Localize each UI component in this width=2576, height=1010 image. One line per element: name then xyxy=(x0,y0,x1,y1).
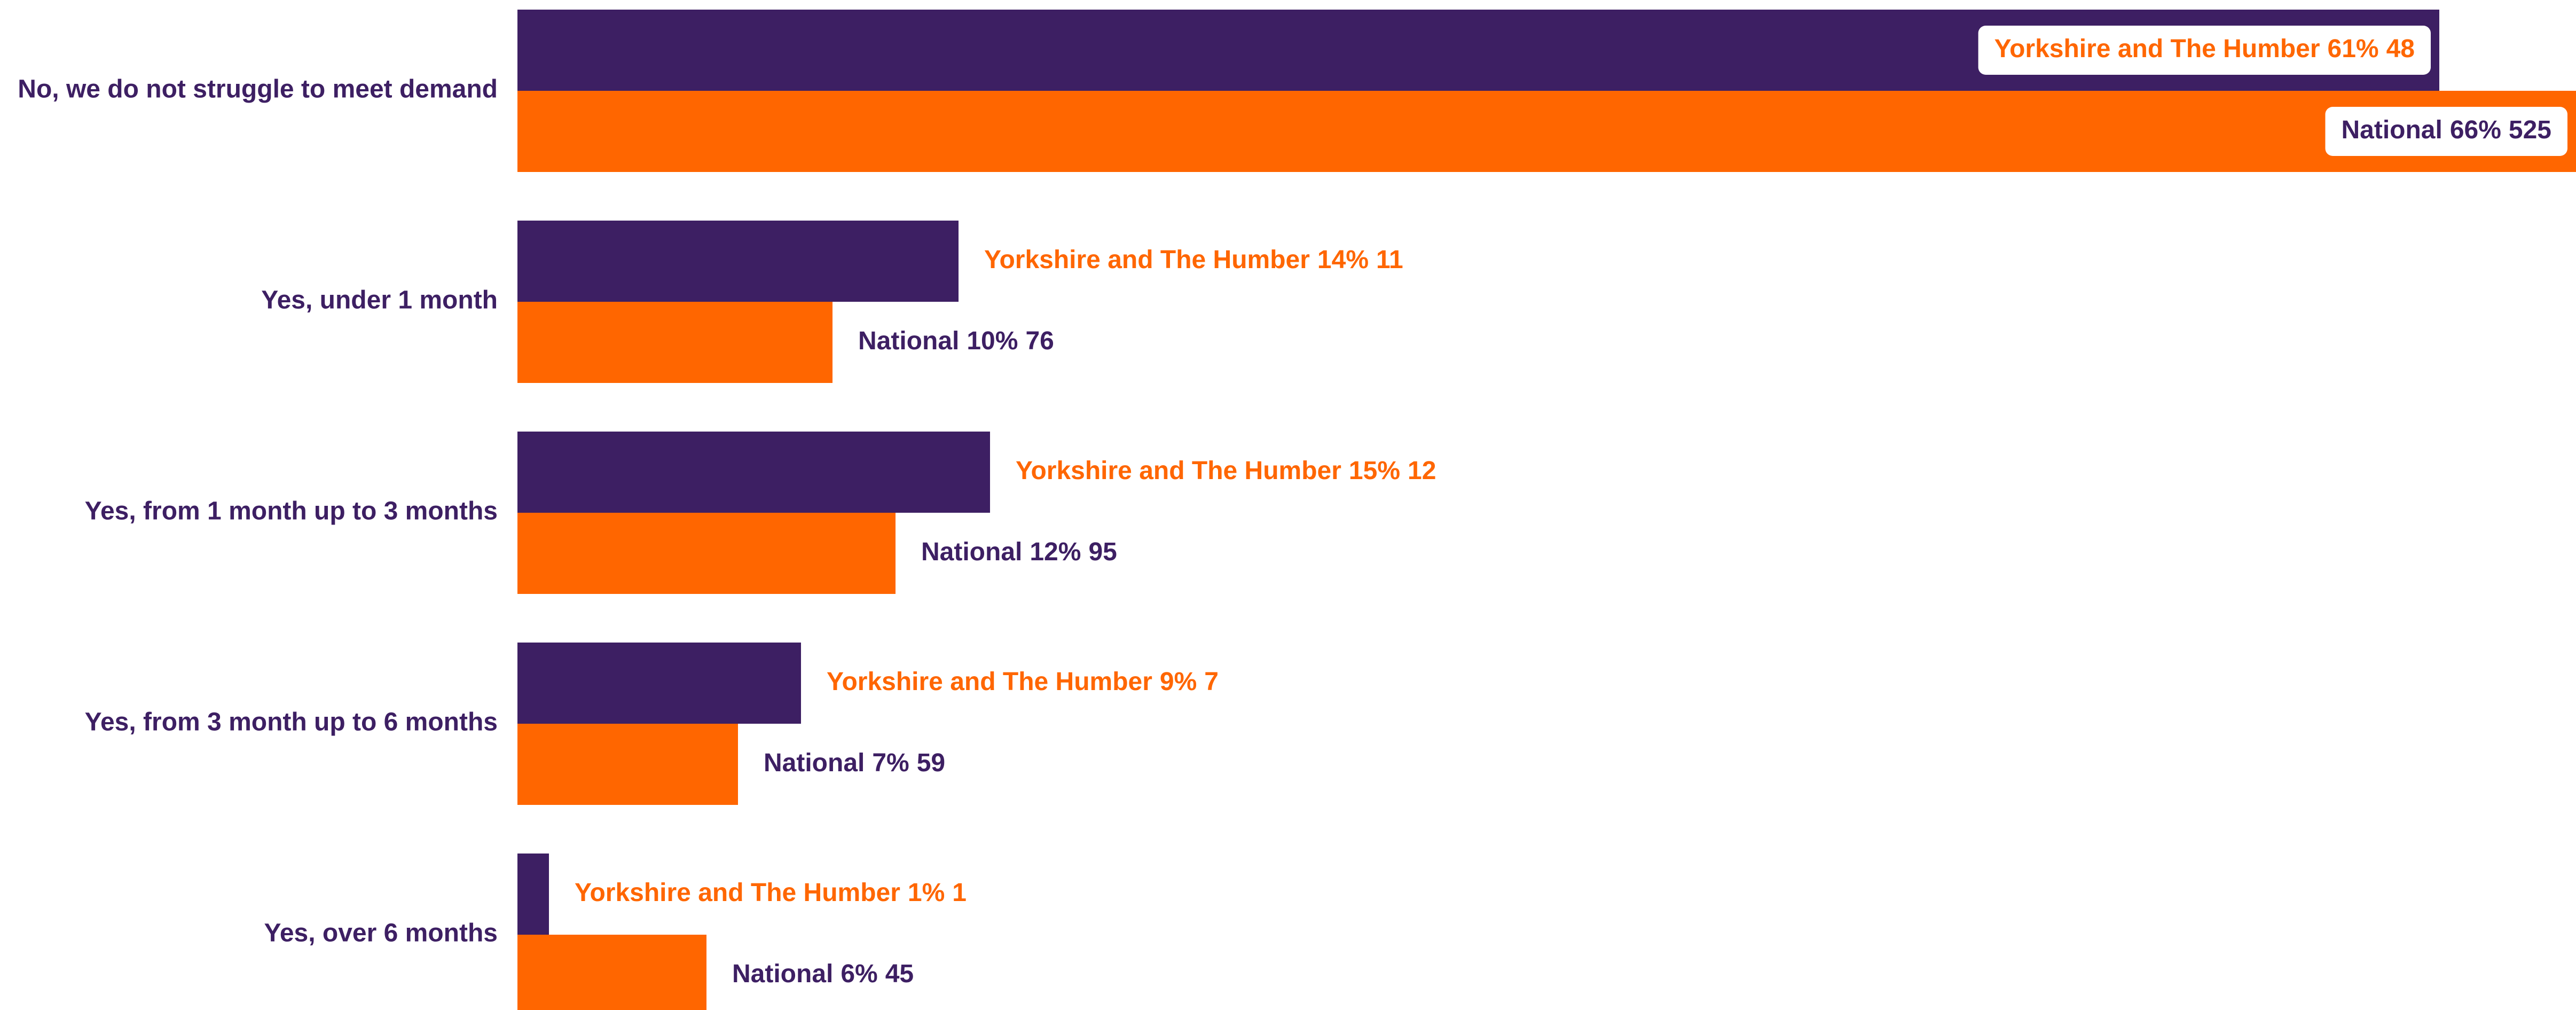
series-name: Yorkshire and The Humber xyxy=(575,879,900,907)
series-name: National xyxy=(2341,116,2442,144)
bar-label: National 12% 95 xyxy=(921,538,1117,566)
count-label: 11 xyxy=(1376,246,1403,274)
value-label: 14% xyxy=(1317,246,1369,274)
bar-label-group: Yorkshire and The Humber 14% 11 xyxy=(984,246,1403,274)
count-label: 95 xyxy=(1088,538,1117,566)
count-label: 59 xyxy=(917,749,945,777)
count-label: 525 xyxy=(2509,116,2551,144)
label-box xyxy=(2325,107,2567,156)
value-label: 66% xyxy=(2450,116,2501,144)
series-name: National xyxy=(764,749,865,777)
bar xyxy=(517,432,990,513)
series-name: Yorkshire and The Humber xyxy=(1994,35,2320,63)
series-name: Yorkshire and The Humber xyxy=(984,246,1310,274)
bar xyxy=(517,513,896,594)
value-label: 1% xyxy=(908,879,945,907)
count-label: 7 xyxy=(1204,668,1219,696)
count-label: 45 xyxy=(885,960,914,988)
bar-label-group: National 7% 59 xyxy=(764,749,945,777)
bar-label: National 7% 59 xyxy=(764,749,945,777)
value-label: 61% xyxy=(2328,35,2379,63)
value-label: 6% xyxy=(841,960,877,988)
bar-label-group: National 66% 525 xyxy=(2325,107,2567,156)
value-label: 9% xyxy=(1160,668,1197,696)
bar-label: Yorkshire and The Humber 15% 12 xyxy=(1016,457,1436,485)
bar-label: Yorkshire and The Humber 1% 1 xyxy=(575,879,967,907)
bar-label-group: National 6% 45 xyxy=(732,960,914,988)
series-name: Yorkshire and The Humber xyxy=(1016,457,1341,485)
value-label: 12% xyxy=(1030,538,1081,566)
bar-label: Yorkshire and The Humber 61% 48 xyxy=(1994,35,2415,63)
value-label: 10% xyxy=(967,327,1018,355)
bar xyxy=(517,91,2576,172)
bar-label: National 10% 76 xyxy=(858,327,1054,355)
category-label: Yes, under 1 month xyxy=(261,286,498,315)
series-name: Yorkshire and The Humber xyxy=(827,668,1152,696)
series-name: National xyxy=(732,960,833,988)
category-label: Yes, from 1 month up to 3 months xyxy=(85,497,498,526)
value-label: 15% xyxy=(1349,457,1400,485)
bar-label-group: National 12% 95 xyxy=(921,538,1117,566)
count-label: 48 xyxy=(2386,35,2415,63)
category-label: Yes, from 3 month up to 6 months xyxy=(85,708,498,737)
label-box xyxy=(1978,26,2431,75)
bar-label: National 66% 525 xyxy=(2341,116,2551,144)
bar-label-group: Yorkshire and The Humber 61% 48 xyxy=(1978,26,2431,75)
bar-label-group: Yorkshire and The Humber 9% 7 xyxy=(827,668,1219,696)
bar xyxy=(517,302,833,383)
bar-label-group: Yorkshire and The Humber 1% 1 xyxy=(575,879,967,907)
series-name: National xyxy=(921,538,1022,566)
series-name: National xyxy=(858,327,959,355)
bar-label-group: Yorkshire and The Humber 15% 12 xyxy=(1016,457,1436,485)
count-label: 12 xyxy=(1408,457,1436,485)
bar-label: Yorkshire and The Humber 9% 7 xyxy=(827,668,1219,696)
bar xyxy=(517,724,738,805)
bar-label: Yorkshire and The Humber 14% 11 xyxy=(984,246,1403,274)
value-label: 7% xyxy=(872,749,909,777)
bar xyxy=(517,643,801,724)
bar-label: National 6% 45 xyxy=(732,960,914,988)
category-label: Yes, over 6 months xyxy=(264,919,498,948)
count-label: 1 xyxy=(952,879,967,907)
category-label: No, we do not struggle to meet demand xyxy=(18,75,498,104)
bar xyxy=(517,221,959,302)
bar xyxy=(517,935,706,1010)
bar-label-group: National 10% 76 xyxy=(858,327,1054,355)
count-label: 76 xyxy=(1025,327,1054,355)
bar xyxy=(517,854,549,935)
